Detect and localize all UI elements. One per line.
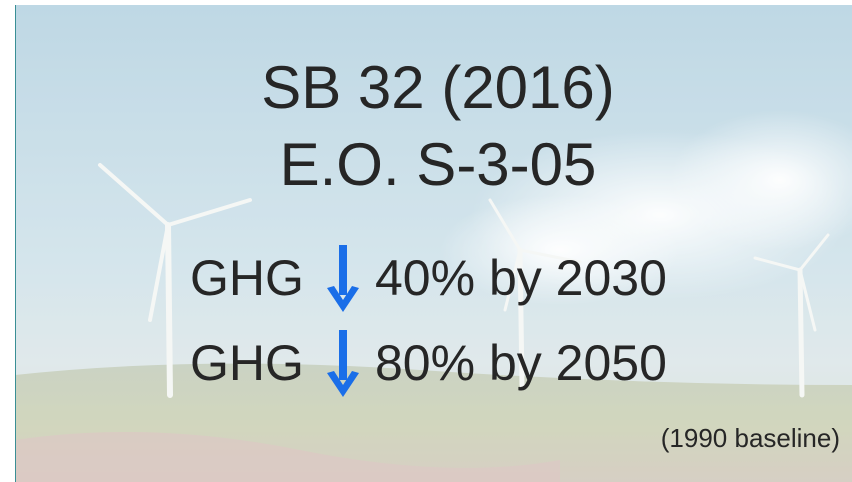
target-label: GHG bbox=[190, 335, 304, 391]
down-arrow bbox=[327, 245, 359, 312]
title-line: E.O. S-3-05 bbox=[280, 131, 597, 198]
down-arrow bbox=[327, 330, 359, 397]
title-line: SB 32 (2016) bbox=[261, 54, 615, 121]
target-text: 40% by 2030 bbox=[375, 250, 667, 306]
target-text: 80% by 2050 bbox=[375, 335, 667, 391]
target-label: GHG bbox=[190, 250, 304, 306]
baseline-note: (1990 baseline) bbox=[661, 423, 840, 453]
background bbox=[15, 5, 852, 482]
